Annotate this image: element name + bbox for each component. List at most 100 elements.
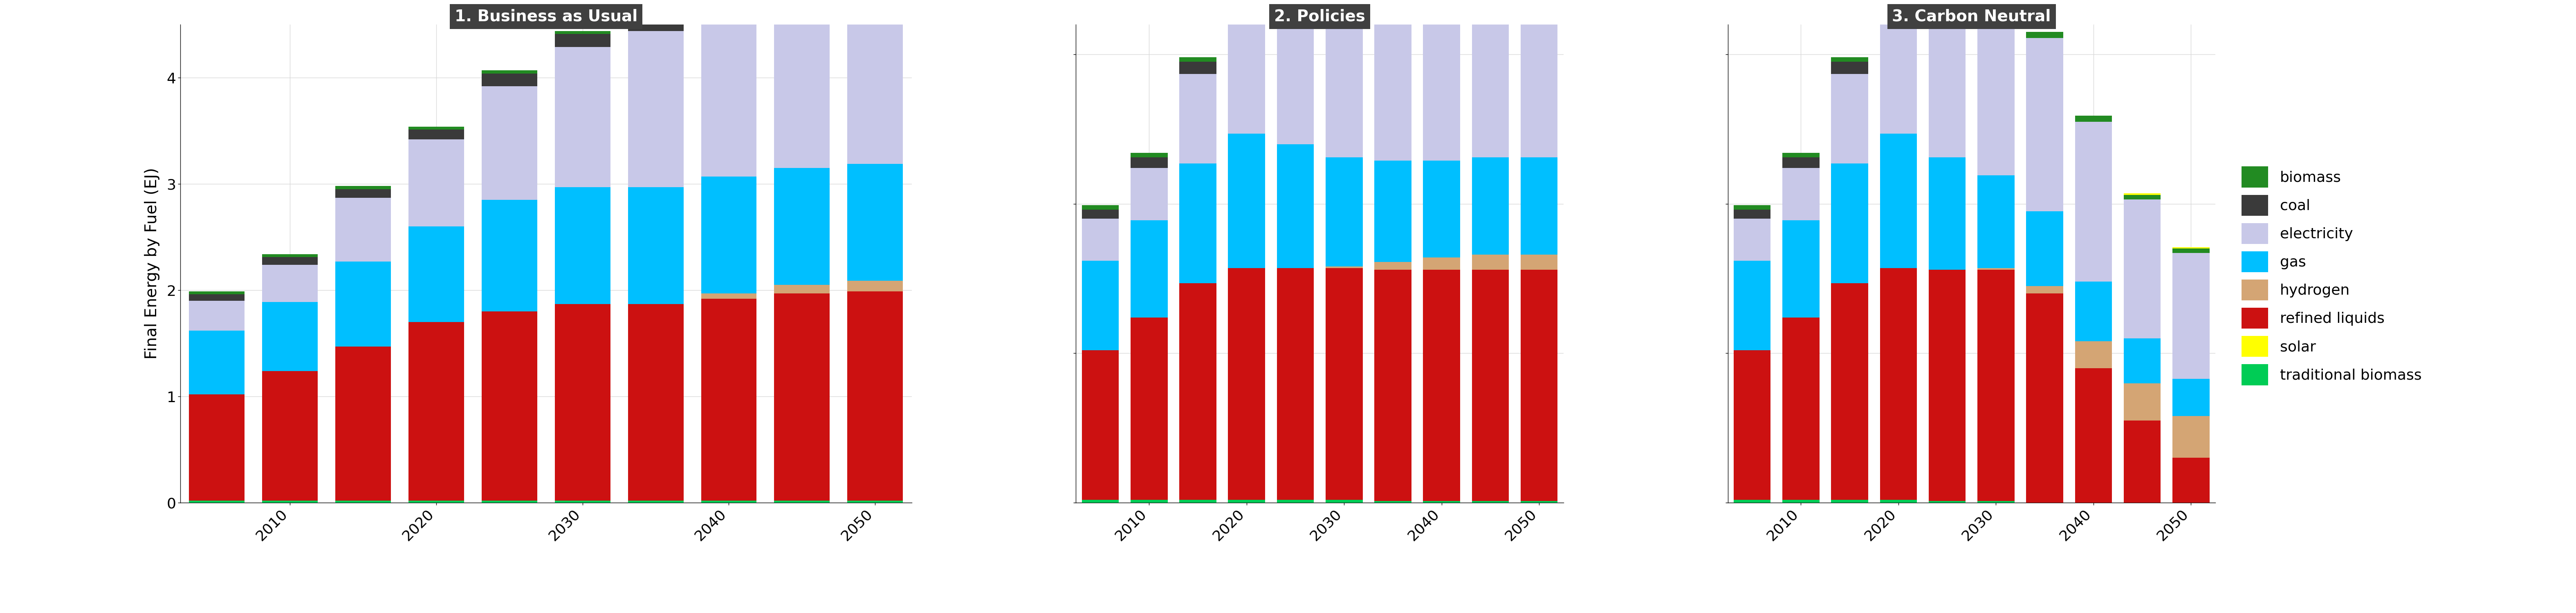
Bar <box>775 501 829 503</box>
Bar <box>482 501 538 503</box>
Bar <box>775 0 829 168</box>
Bar <box>1880 268 1917 500</box>
Bar <box>701 177 757 294</box>
Bar <box>1376 270 1412 501</box>
Bar <box>1471 501 1510 503</box>
Bar <box>1278 144 1314 268</box>
Bar <box>1734 210 1770 219</box>
Bar <box>482 200 538 311</box>
Bar <box>1422 0 1461 161</box>
Bar <box>1978 0 2014 175</box>
Bar <box>482 74 538 86</box>
Bar <box>1471 0 1510 158</box>
Bar <box>1422 270 1461 501</box>
Bar <box>629 15 683 18</box>
Bar <box>1327 268 1363 500</box>
Bar <box>1229 0 1265 11</box>
Bar <box>554 34 611 47</box>
Bar <box>554 31 611 34</box>
Bar <box>335 262 392 346</box>
Bar <box>335 186 392 189</box>
Bar <box>1520 158 1558 254</box>
Bar <box>1929 501 1965 503</box>
Bar <box>629 187 683 304</box>
Bar <box>1734 261 1770 350</box>
Bar <box>1520 501 1558 503</box>
Bar <box>1131 500 1167 503</box>
Bar <box>1229 500 1265 503</box>
Bar <box>1520 0 1558 158</box>
Bar <box>410 501 464 503</box>
Bar <box>482 311 538 501</box>
Title: 3. Carbon Neutral: 3. Carbon Neutral <box>1893 9 2050 25</box>
Bar <box>2074 121 2112 281</box>
Bar <box>701 299 757 501</box>
Bar <box>410 322 464 501</box>
Bar <box>1229 11 1265 134</box>
Bar <box>775 168 829 285</box>
Bar <box>1376 0 1412 161</box>
Bar <box>2123 421 2161 503</box>
Bar <box>1229 134 1265 268</box>
Bar <box>1278 268 1314 500</box>
Bar <box>629 18 683 31</box>
Bar <box>1978 175 2014 268</box>
Bar <box>1978 501 2014 503</box>
Bar <box>263 257 317 265</box>
Bar <box>263 501 317 503</box>
Bar <box>2027 286 2063 294</box>
Bar <box>1783 318 1819 500</box>
Bar <box>1327 500 1363 503</box>
Bar <box>188 294 245 301</box>
Bar <box>1082 350 1118 500</box>
Bar <box>1832 74 1868 164</box>
Bar <box>1327 158 1363 267</box>
Bar <box>1278 500 1314 503</box>
Y-axis label: Final Energy by Fuel (EJ): Final Energy by Fuel (EJ) <box>144 168 160 359</box>
Bar <box>1783 153 1819 158</box>
Bar <box>1929 270 1965 501</box>
Bar <box>263 254 317 257</box>
Bar <box>1327 0 1363 158</box>
Bar <box>1082 219 1118 261</box>
Bar <box>629 501 683 503</box>
Bar <box>1376 262 1412 270</box>
Bar <box>410 130 464 139</box>
Bar <box>848 0 904 164</box>
Bar <box>1978 268 2014 270</box>
Bar <box>1734 350 1770 500</box>
Bar <box>2027 211 2063 286</box>
Bar <box>775 294 829 501</box>
Bar <box>1180 58 1216 62</box>
Bar <box>1131 318 1167 500</box>
Bar <box>2027 38 2063 211</box>
Bar <box>554 304 611 501</box>
Bar <box>2027 32 2063 38</box>
Bar <box>701 501 757 503</box>
Bar <box>1180 283 1216 500</box>
Bar <box>410 126 464 130</box>
Bar <box>188 301 245 330</box>
Bar <box>2123 383 2161 421</box>
Bar <box>188 501 245 503</box>
Bar <box>1880 134 1917 268</box>
Bar <box>1082 205 1118 210</box>
Bar <box>1832 58 1868 62</box>
Bar <box>554 187 611 304</box>
Bar <box>188 394 245 501</box>
Bar <box>1082 210 1118 219</box>
Bar <box>263 371 317 501</box>
Bar <box>1180 500 1216 503</box>
Bar <box>410 226 464 322</box>
Bar <box>2074 281 2112 341</box>
Bar <box>1082 261 1118 350</box>
Bar <box>482 86 538 200</box>
Bar <box>701 294 757 299</box>
Bar <box>1880 500 1917 503</box>
Bar <box>848 164 904 281</box>
Bar <box>2172 458 2210 503</box>
Bar <box>1734 205 1770 210</box>
Bar <box>335 346 392 501</box>
Bar <box>1880 11 1917 134</box>
Bar <box>1783 158 1819 168</box>
